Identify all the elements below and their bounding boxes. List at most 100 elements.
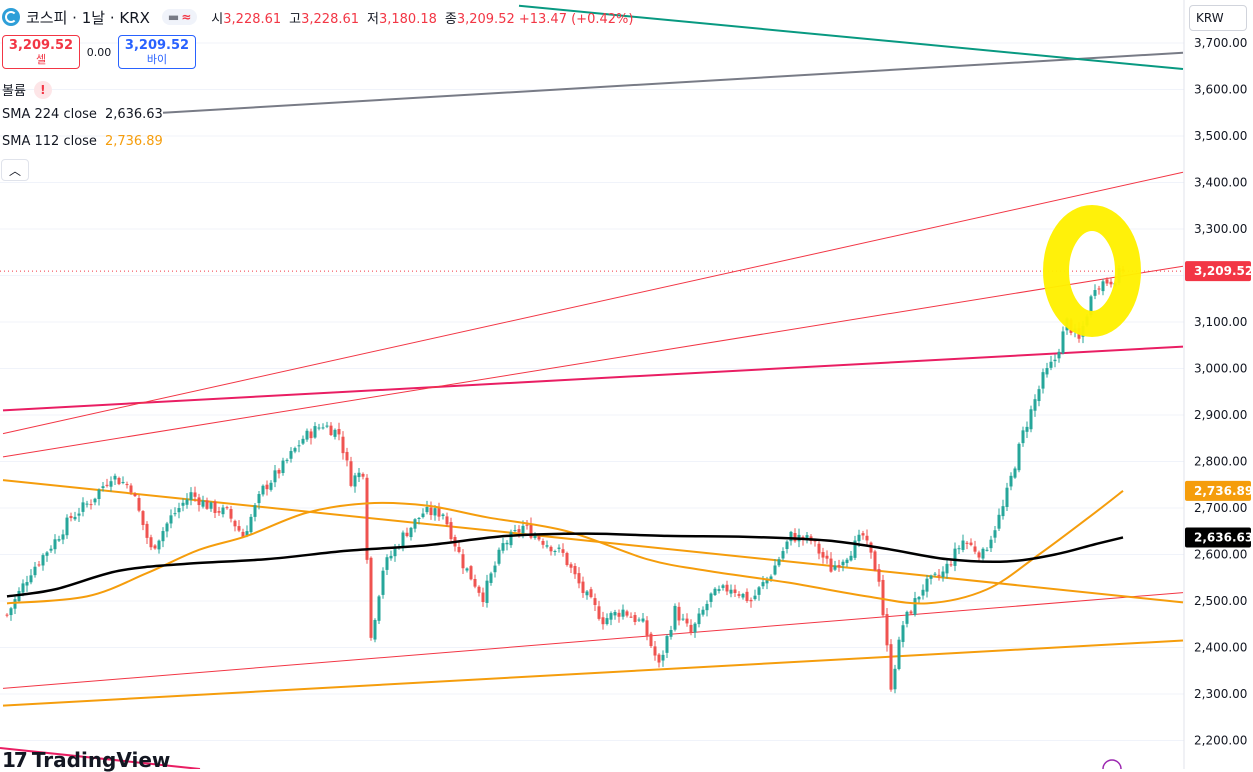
candle-body bbox=[253, 505, 257, 517]
trendline[interactable] bbox=[2, 265, 1184, 458]
price-label-bg bbox=[1185, 527, 1251, 548]
candle-body bbox=[257, 494, 261, 504]
candle-body bbox=[929, 575, 933, 579]
candle-body bbox=[785, 541, 789, 550]
trendline[interactable] bbox=[2, 171, 1184, 435]
candle-body bbox=[25, 582, 29, 586]
volume-indicator[interactable]: 볼륨 ! bbox=[2, 80, 52, 99]
candle-body bbox=[265, 484, 269, 490]
price-tick-label: 2,600.00 bbox=[1194, 548, 1247, 562]
candle-body bbox=[973, 546, 977, 552]
candle-body bbox=[21, 583, 25, 593]
candle-body bbox=[981, 548, 985, 559]
candle-body bbox=[1057, 351, 1061, 359]
candle-body bbox=[741, 593, 745, 598]
currency-selector[interactable]: KRW bbox=[1189, 5, 1247, 31]
price-axis[interactable] bbox=[1184, 0, 1253, 769]
candle-body bbox=[389, 555, 393, 559]
sell-button[interactable]: 3,209.52 셀 bbox=[2, 35, 80, 69]
candle-body bbox=[213, 501, 217, 513]
candle-body bbox=[753, 595, 757, 600]
candle-body bbox=[633, 615, 637, 622]
candle-body bbox=[185, 499, 189, 505]
candle-body bbox=[533, 535, 537, 538]
candle-body bbox=[717, 589, 721, 591]
candle-body bbox=[481, 592, 485, 603]
sma224-indicator[interactable]: SMA 224 close 2,636.63 bbox=[2, 107, 163, 122]
candle-body bbox=[333, 429, 337, 437]
candle-body bbox=[857, 534, 861, 542]
buy-label: 바이 bbox=[146, 52, 168, 66]
candle-body bbox=[1037, 389, 1041, 402]
candle-body bbox=[125, 484, 129, 486]
candle-body bbox=[729, 589, 733, 594]
trendline[interactable] bbox=[2, 592, 1184, 689]
trendline[interactable] bbox=[2, 639, 1184, 707]
candle-body bbox=[773, 565, 777, 575]
trendline[interactable] bbox=[2, 345, 1184, 412]
candle-body bbox=[957, 548, 961, 550]
candle-body bbox=[505, 542, 509, 545]
sma112-indicator[interactable]: SMA 112 close 2,736.89 bbox=[2, 134, 163, 149]
candle-body bbox=[29, 575, 33, 583]
candle-body bbox=[681, 618, 685, 620]
candle-body bbox=[49, 548, 53, 551]
candle-body bbox=[597, 606, 601, 619]
candle-body bbox=[209, 502, 213, 509]
plot-area[interactable] bbox=[0, 0, 1184, 769]
candle-body bbox=[837, 565, 841, 568]
candle-body bbox=[969, 542, 973, 545]
candle-body bbox=[909, 611, 913, 614]
candle-body bbox=[565, 552, 569, 565]
candle-body bbox=[845, 559, 849, 564]
symbol-title[interactable]: 코스피 · 1날 · KRX bbox=[26, 8, 150, 27]
series-toggle[interactable]: ▬ ≈ bbox=[161, 9, 198, 25]
candle-body bbox=[649, 633, 653, 647]
buy-button[interactable]: 3,209.52 바이 bbox=[118, 35, 196, 69]
price-axis-labels: 3,209.52 2,736.89 2,636.63 bbox=[1185, 261, 1253, 548]
candle-body bbox=[517, 529, 521, 533]
candle-body bbox=[45, 552, 49, 556]
candle-body bbox=[469, 566, 473, 580]
candle-body bbox=[341, 436, 345, 454]
warning-icon[interactable]: ! bbox=[33, 80, 52, 99]
candle-body bbox=[165, 523, 169, 532]
candle-body bbox=[669, 629, 673, 637]
drawing-tool-icon[interactable] bbox=[1102, 759, 1122, 769]
price-tick-label: 3,500.00 bbox=[1194, 129, 1247, 143]
candle-body bbox=[617, 612, 621, 617]
ohlc-values: 시3,228.61 고3,228.61 저3,180.18 종3,209.52 … bbox=[211, 8, 633, 27]
candle-body bbox=[589, 589, 593, 598]
price-label-text: 2,636.63 bbox=[1194, 530, 1253, 544]
candle-body bbox=[405, 532, 409, 537]
trendline[interactable] bbox=[518, 4, 1184, 71]
grid-lines bbox=[0, 42, 1184, 741]
candle-body bbox=[601, 617, 605, 625]
candle-body bbox=[369, 557, 373, 638]
candle-body bbox=[81, 502, 85, 512]
candle-body bbox=[905, 611, 909, 624]
sell-price: 3,209.52 bbox=[8, 37, 74, 53]
candle-body bbox=[337, 429, 341, 435]
price-tick-label: 2,200.00 bbox=[1194, 734, 1247, 748]
legend-collapse-button[interactable]: ︿ bbox=[1, 159, 29, 181]
candle-body bbox=[657, 654, 661, 663]
candle-body bbox=[777, 559, 781, 566]
candle-body bbox=[325, 425, 329, 427]
candle-body bbox=[901, 625, 905, 642]
candle-body bbox=[573, 565, 577, 575]
candle-body bbox=[541, 540, 545, 545]
candle-body bbox=[261, 485, 265, 495]
minus-icon: ▬ bbox=[167, 10, 180, 24]
candle-body bbox=[529, 524, 533, 538]
ohlc-high: 고3,228.61 bbox=[289, 11, 360, 27]
candle-body bbox=[889, 644, 893, 690]
candle-body bbox=[997, 514, 1001, 529]
trendline[interactable] bbox=[162, 51, 1184, 114]
candle-body bbox=[585, 591, 589, 596]
candle-body bbox=[61, 534, 65, 540]
tradingview-logo[interactable]: 17 TradingView bbox=[2, 748, 170, 772]
candle-body bbox=[193, 492, 197, 497]
candle-body bbox=[937, 574, 941, 576]
